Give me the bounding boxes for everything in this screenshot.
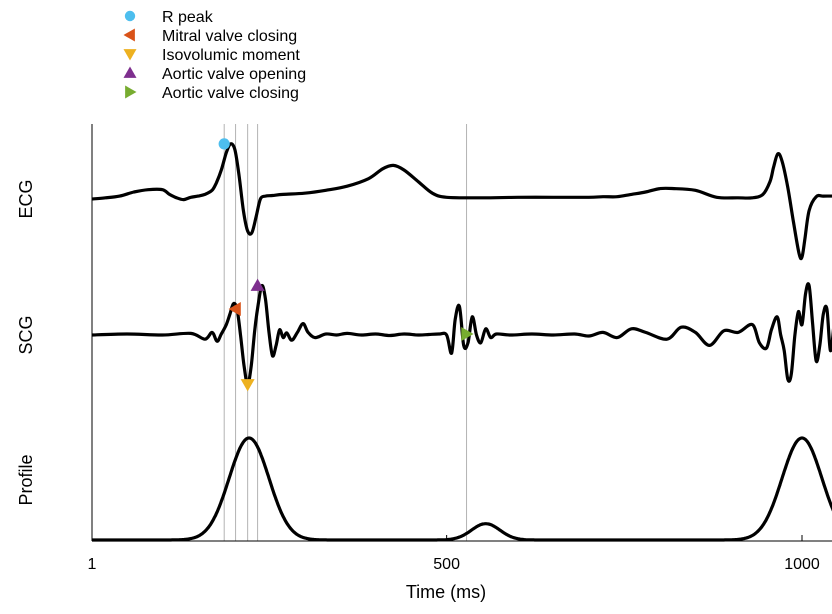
legend-isovolumic-moment-label: Isovolumic moment xyxy=(162,47,300,64)
legend-isovolumic-moment-symbol xyxy=(123,49,137,61)
legend-aortic-valve-closing-label: Aortic valve closing xyxy=(162,85,299,102)
scg-trace xyxy=(92,282,832,386)
legend-r-peak-label: R peak xyxy=(162,9,214,26)
panel-labels: ECG SCG Profile xyxy=(16,179,36,505)
legend-aortic-valve-closing-symbol xyxy=(125,85,137,99)
ecg-trace xyxy=(92,142,832,261)
x-axis-label: Time (ms) xyxy=(406,582,486,602)
x-tick-label: 1000 xyxy=(784,556,820,573)
ecg-panel-label: ECG xyxy=(16,179,36,218)
profile-trace xyxy=(92,436,832,542)
r-peak-marker xyxy=(218,138,230,150)
legend: R peak Mitral valve closing Isovolumic mom… xyxy=(123,9,306,102)
scg-panel-label: SCG xyxy=(16,315,36,354)
legend-mitral-valve-closing-symbol xyxy=(123,28,135,42)
x-tick-label: 1 xyxy=(88,556,97,573)
legend-aortic-valve-opening-symbol xyxy=(123,66,137,78)
markers xyxy=(218,138,474,392)
legend-r-peak-symbol xyxy=(124,10,136,22)
legend-aortic-valve-opening-label: Aortic valve opening xyxy=(162,66,306,83)
aortic-valve-closing-marker xyxy=(461,326,474,341)
aortic-valve-opening-marker xyxy=(250,278,265,291)
x-ticks: 1 500 1000 xyxy=(88,535,820,573)
legend-mitral-valve-closing-label: Mitral valve closing xyxy=(162,28,297,45)
x-tick-label: 500 xyxy=(433,556,460,573)
isovolumic-moment-marker xyxy=(240,379,255,392)
profile-panel-label: Profile xyxy=(16,454,36,505)
traces xyxy=(92,142,832,542)
mitral-valve-closing-marker xyxy=(228,302,241,316)
